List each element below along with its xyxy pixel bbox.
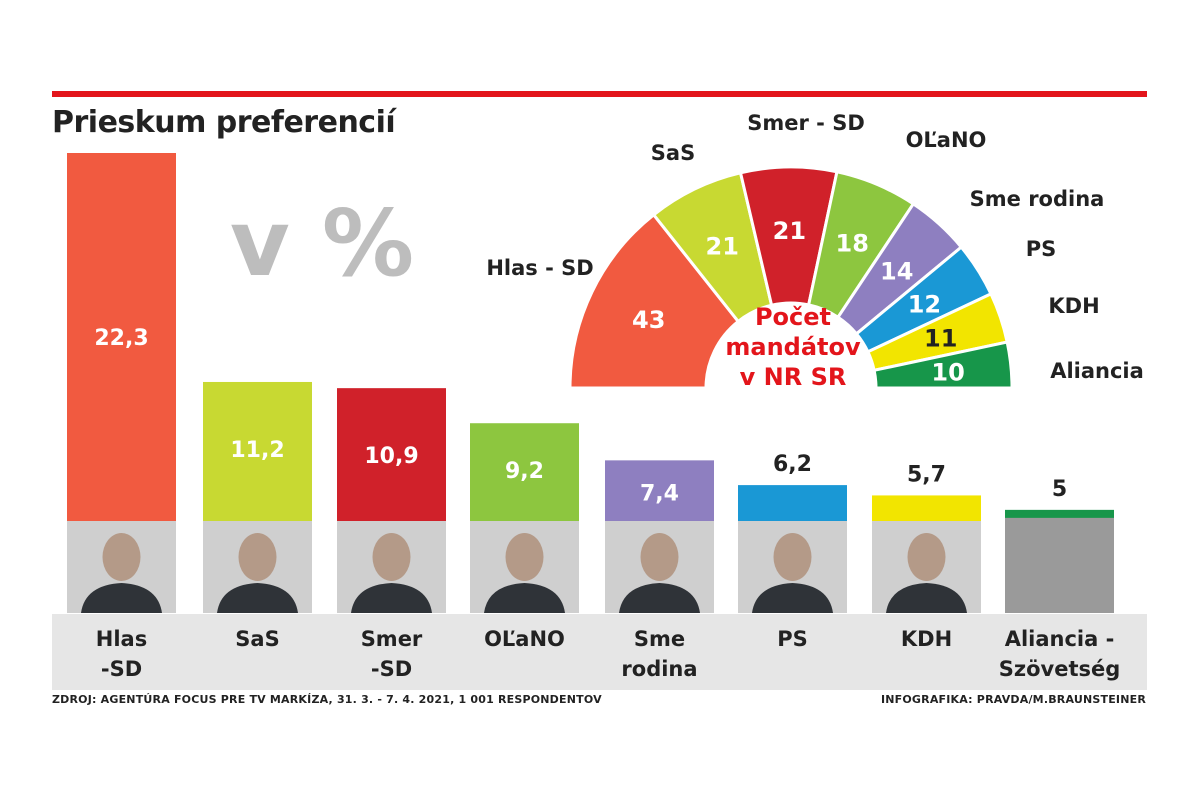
slice-value-label: 18 [836, 229, 869, 257]
credit-note: INFOGRAFIKA: PRAVDA/M.BRAUNSTEINER [880, 693, 1146, 706]
slice-legend-label: KDH [1048, 294, 1099, 318]
bar-1: 22,3 Hlas -SD [67, 153, 176, 681]
portrait-body-icon [619, 583, 700, 613]
seat-slice-5: 14 Sme rodina [835, 187, 1105, 336]
seat-slice-1: 43 Hlas - SD [486, 212, 741, 390]
slice-value-label: 43 [632, 306, 665, 334]
category-label: Aliancia - [1005, 627, 1115, 651]
bar-value-label: 6,2 [773, 452, 812, 477]
top-accent-rule [52, 91, 1147, 97]
slice-value-label: 21 [773, 217, 806, 245]
bar-5: 7,4 Sme rodina [605, 460, 714, 681]
slice-value-label: 10 [931, 358, 964, 386]
slice-value-label: 12 [908, 290, 941, 318]
placeholder-aliancia [1005, 517, 1114, 613]
bar-7: 5,7 KDH [872, 462, 981, 651]
slice-legend-label: Aliancia [1050, 359, 1144, 383]
bar-value-label: 11,2 [230, 438, 284, 463]
slice-legend-label: Hlas - SD [486, 256, 593, 280]
seat-center-label: Počet [755, 303, 831, 331]
seat-slice-8: 10 Aliancia [872, 340, 1144, 390]
portrait-body-icon [351, 583, 432, 613]
category-label: Hlas [96, 627, 147, 651]
portrait-body-icon [484, 583, 565, 613]
seat-center-label: mandátov [725, 333, 861, 361]
portrait-head-icon [640, 533, 679, 581]
bar-value-label: 9,2 [505, 459, 544, 484]
category-label: -SD [371, 657, 412, 681]
category-label: PS [777, 627, 808, 651]
bar-value-label: 10,9 [364, 444, 418, 469]
source-note: ZDROJ: AGENTÚRA FOCUS PRE TV MARKÍZA, 31… [52, 693, 602, 706]
slice-legend-label: SaS [651, 141, 695, 165]
portrait-head-icon [102, 533, 141, 581]
seat-slice-7: 11 KDH [865, 291, 1100, 373]
seat-center-label: v NR SR [740, 363, 847, 391]
portrait-head-icon [372, 533, 411, 581]
slice-path [568, 212, 741, 390]
unit-label: v % [230, 190, 414, 297]
bar-value-label: 5 [1052, 477, 1067, 502]
category-label: Smer [361, 627, 423, 651]
bar-6: 6,2 PS [738, 452, 847, 651]
slice-value-label: 21 [706, 233, 739, 261]
bar-value-label: 22,3 [94, 326, 148, 351]
slice-path [872, 340, 1014, 390]
bar-3: 10,9 Smer -SD [337, 388, 446, 681]
bar-4: 9,2 OĽaNO [470, 423, 579, 651]
category-label: KDH [901, 627, 952, 651]
chart-title: Prieskum preferencií [52, 105, 397, 140]
slice-value-label: 11 [924, 325, 957, 353]
category-label: Sme [634, 627, 685, 651]
portrait-body-icon [752, 583, 833, 613]
slice-legend-label: Smer - SD [747, 111, 865, 135]
bar-value-label: 5,7 [907, 462, 946, 487]
portrait-head-icon [907, 533, 946, 581]
category-label: OĽaNO [484, 627, 565, 651]
slice-legend-label: PS [1026, 237, 1057, 261]
portrait-head-icon [238, 533, 277, 581]
bar-8: 5 Aliancia - Szövetség [999, 477, 1121, 681]
slice-value-label: 14 [880, 258, 913, 286]
slice-legend-label: Sme rodina [970, 187, 1105, 211]
category-label: Szövetség [999, 657, 1121, 681]
bar-2: 11,2 SaS [203, 381, 312, 651]
portrait-body-icon [886, 583, 967, 613]
portrait-body-icon [81, 583, 162, 613]
portrait-head-icon [773, 533, 812, 581]
category-label: -SD [101, 657, 142, 681]
portrait-head-icon [505, 533, 544, 581]
slice-legend-label: OĽaNO [906, 128, 987, 152]
category-label-band [52, 614, 1147, 690]
bar-value-label: 7,4 [640, 481, 679, 506]
category-label: SaS [235, 627, 279, 651]
seat-slice-4: 18 OĽaNO [806, 128, 987, 320]
portrait-body-icon [217, 583, 298, 613]
category-label: rodina [621, 657, 697, 681]
